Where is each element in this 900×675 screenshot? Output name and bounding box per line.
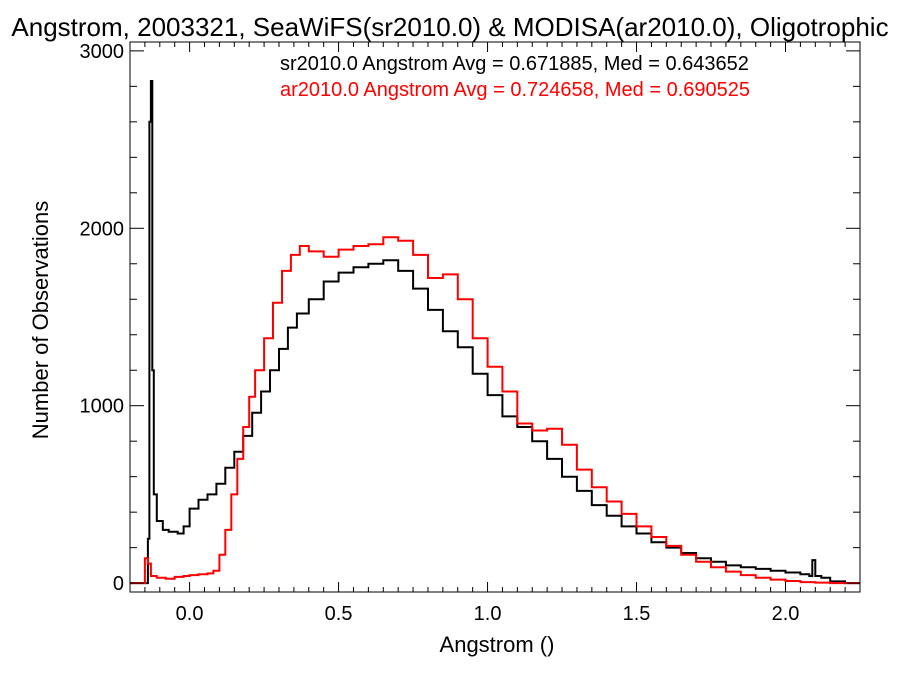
series-line-ar2010-0 <box>130 236 860 585</box>
legend-ar2010-annotation: ar2010.0 Angstrom Avg = 0.724658, Med = … <box>280 79 750 101</box>
x-tick-label: 2.0 <box>772 603 800 625</box>
x-tick-label: 0.0 <box>176 603 204 625</box>
axis-ticks <box>130 42 861 592</box>
series-line-sr2010-0 <box>130 80 860 585</box>
x-axis-label: Angstrom () <box>440 632 555 657</box>
y-axis-label: Number of Observations <box>28 201 53 439</box>
y-tick-label: 2000 <box>80 218 125 240</box>
axis-tick-labels: 0.0 0.5 1.0 1.5 2.0 0 1000 2000 3000 <box>80 41 800 625</box>
y-tick-label: 3000 <box>80 41 125 63</box>
plot-area <box>130 80 860 585</box>
x-tick-label: 1.5 <box>623 603 651 625</box>
legend-sr2010-annotation: sr2010.0 Angstrom Avg = 0.671885, Med = … <box>280 53 749 75</box>
x-tick-label: 0.5 <box>325 603 353 625</box>
chart-title: Angstrom, 2003321, SeaWiFS(sr2010.0) & M… <box>11 12 888 42</box>
y-tick-label: 1000 <box>80 396 125 418</box>
axes-frame <box>129 41 861 593</box>
x-tick-label: 1.0 <box>474 603 502 625</box>
y-tick-label: 0 <box>113 573 124 595</box>
